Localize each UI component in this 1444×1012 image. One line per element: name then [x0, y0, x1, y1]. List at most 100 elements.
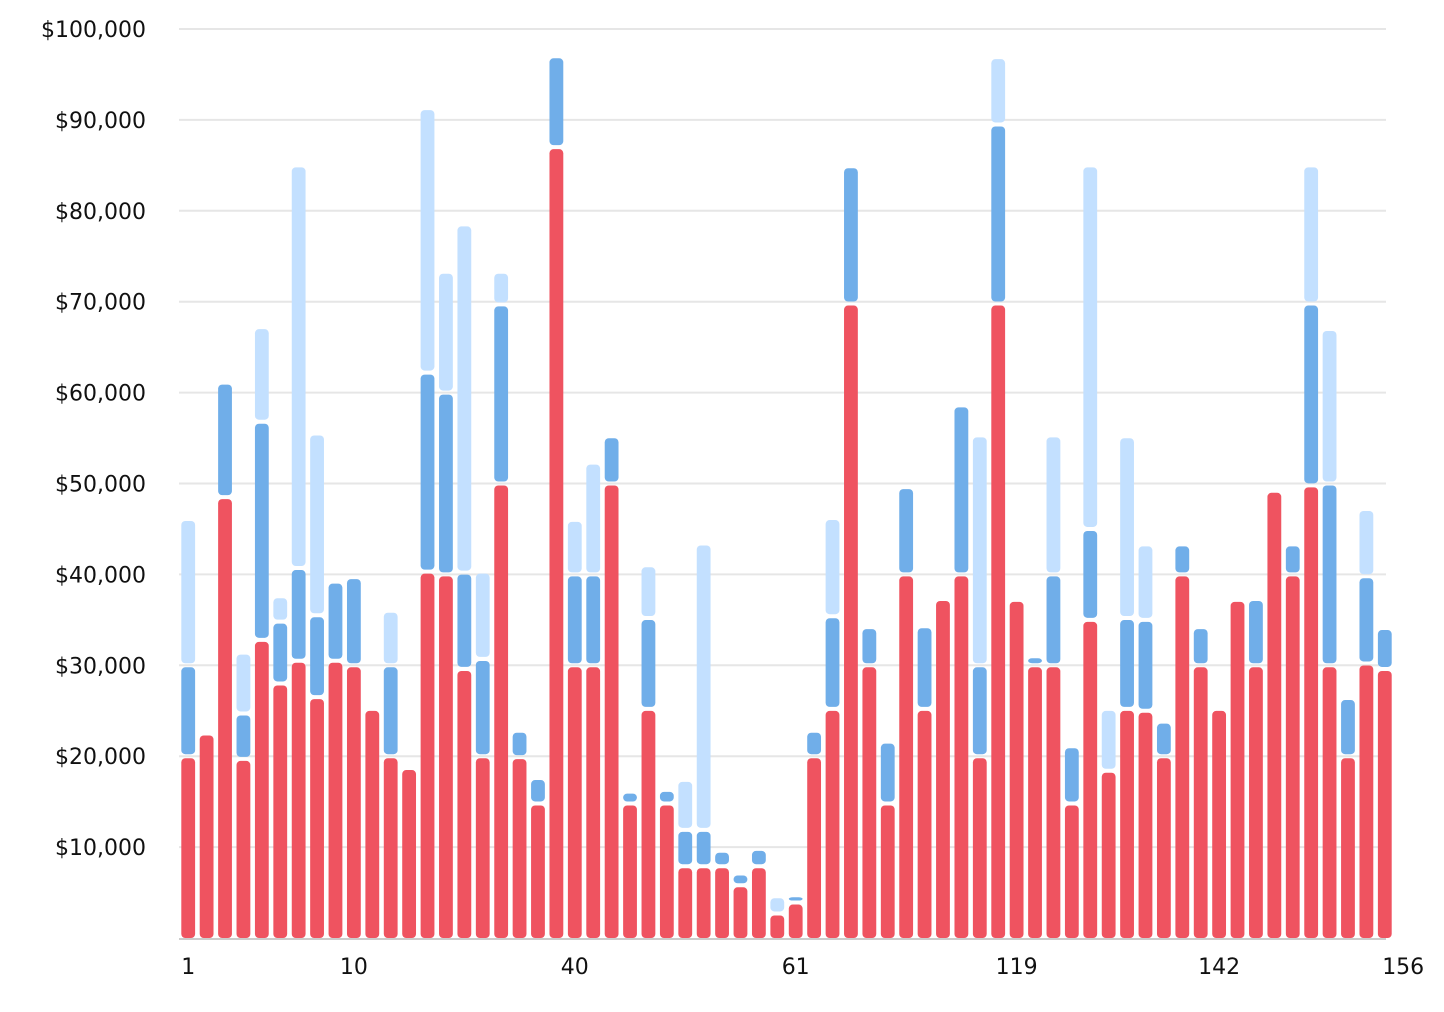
bar-segment-red: [199, 735, 214, 938]
bar-segment-red: [310, 699, 324, 938]
bar-segment-lightblue: [1101, 710, 1116, 769]
bar-segment-red: [218, 499, 232, 938]
bar-segment-red: [1101, 772, 1116, 938]
bar-segment-red: [972, 758, 987, 938]
bar-segment-lightblue: [310, 435, 324, 614]
bar-segment-blue: [788, 897, 803, 901]
bar-segment-blue: [586, 576, 601, 664]
bar-segment-blue: [1249, 600, 1263, 664]
bar-segment-blue: [825, 618, 840, 707]
x-tick-label: 156: [1382, 955, 1424, 980]
bar-segment-blue: [1377, 630, 1392, 667]
bar-segment-blue: [1064, 748, 1079, 802]
bar-segment-blue: [549, 58, 564, 146]
x-tick-label: 142: [1198, 955, 1240, 980]
bar-segment-blue: [1304, 305, 1319, 484]
bar-segment-lightblue: [678, 781, 693, 828]
bar-segment-red: [1249, 667, 1263, 938]
bar-segment-lightblue: [457, 226, 472, 571]
bar-segment-red: [328, 662, 343, 938]
bar-segment-blue: [991, 126, 1006, 302]
bar-segment-lightblue: [991, 59, 1006, 123]
bar-segment-blue: [1083, 530, 1098, 618]
bar-segment-red: [770, 915, 785, 938]
bar-segment-blue: [678, 831, 693, 865]
bar-segment-red: [1359, 665, 1374, 938]
bar-segment-red: [1341, 758, 1355, 938]
bar-segment-blue: [899, 489, 914, 573]
bar-segment-lightblue: [475, 573, 490, 657]
bar-segment-blue: [1193, 629, 1208, 664]
bar-segment-blue: [1028, 658, 1042, 664]
x-axis-ticks: 1 10 40 61 119 142 156: [181, 955, 1424, 980]
bar-segment-red: [1322, 667, 1337, 938]
bar-segment-red: [1193, 667, 1208, 938]
bar-segment-red: [1267, 492, 1282, 938]
bar-segment-red: [420, 573, 435, 938]
bar-segment-red: [1285, 576, 1300, 938]
bar-segment-red: [936, 600, 950, 938]
bar-segment-lightblue: [236, 654, 251, 712]
bar-segment-blue: [954, 407, 969, 573]
bar-segment-red: [715, 868, 729, 938]
bar-segment-blue: [254, 423, 269, 638]
bar-segment-red: [678, 868, 693, 938]
x-tick-label: 10: [340, 955, 368, 980]
bar-segment-blue: [383, 667, 398, 755]
bar-segment-red: [475, 758, 490, 938]
x-tick-label: 1: [181, 955, 195, 980]
bar-segment-blue: [457, 574, 472, 667]
bar-segment-lightblue: [1083, 167, 1098, 527]
bar-segment-red: [788, 904, 803, 938]
bar-segment-blue: [1120, 620, 1134, 707]
bar-segment-lightblue: [641, 567, 656, 617]
bar-segment-red: [917, 710, 932, 938]
bar-segment-red: [991, 305, 1006, 938]
bars: [181, 58, 1392, 939]
bar-segment-red: [623, 805, 637, 938]
bar-segment-red: [1009, 601, 1024, 938]
bar-segment-blue: [512, 732, 527, 756]
bar-segment-blue: [917, 628, 932, 707]
bar-segment-red: [899, 576, 914, 938]
bar-segment-lightblue: [1046, 437, 1061, 573]
bar-segment-blue: [218, 384, 232, 496]
bar-segment-lightblue: [494, 273, 509, 303]
bar-segment-red: [273, 685, 288, 938]
bar-segment-blue: [531, 780, 545, 802]
y-tick-label: $50,000: [55, 473, 146, 498]
bar-segment-blue: [641, 620, 656, 707]
bar-segment-red: [365, 710, 380, 938]
bar-segment-blue: [696, 831, 711, 865]
bar-segment-red: [567, 667, 582, 938]
bar-segment-blue: [1341, 700, 1355, 755]
bar-segment-blue: [439, 394, 453, 573]
bar-segment-blue: [475, 660, 490, 755]
bar-segment-red: [236, 760, 251, 938]
bar-segment-blue: [751, 850, 766, 865]
bar-segment-blue: [420, 374, 435, 570]
bar-segment-blue: [1046, 576, 1061, 664]
bar-segment-lightblue: [567, 521, 582, 573]
bar-segment-blue: [236, 715, 251, 757]
x-tick-label: 119: [996, 955, 1038, 980]
bar-segment-red: [1046, 667, 1061, 938]
bar-segment-blue: [567, 576, 582, 664]
bar-segment-lightblue: [825, 520, 840, 615]
y-tick-label: $30,000: [55, 654, 146, 679]
bar-segment-lightblue: [439, 273, 453, 391]
bar-segment-blue: [844, 168, 858, 302]
bar-segment-blue: [1359, 578, 1374, 662]
bar-segment-red: [402, 770, 417, 938]
bar-segment-lightblue: [770, 898, 785, 912]
bar-segment-red: [751, 868, 766, 938]
bar-segment-red: [1230, 601, 1245, 938]
bar-segment-blue: [733, 875, 748, 884]
bar-segment-red: [181, 758, 196, 938]
bar-segment-red: [1304, 487, 1319, 938]
bar-segment-red: [696, 868, 711, 938]
y-tick-label: $100,000: [41, 18, 146, 43]
x-tick-label: 61: [782, 955, 810, 980]
bar-segment-blue: [1156, 723, 1171, 755]
